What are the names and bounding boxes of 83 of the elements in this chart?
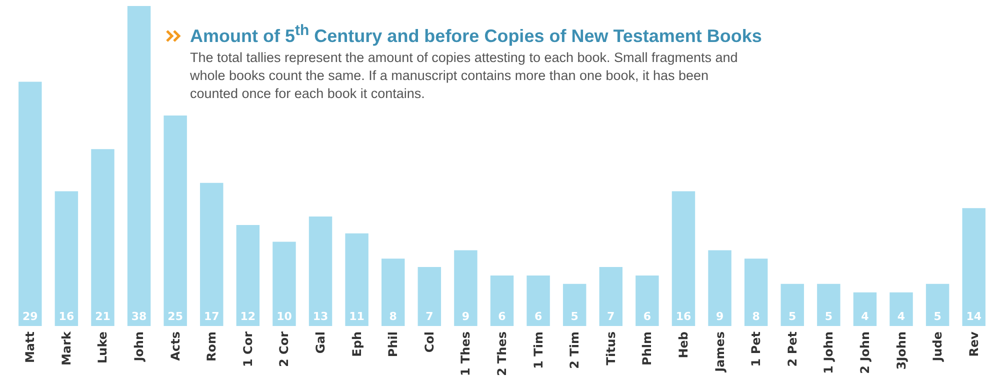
bar (962, 208, 986, 326)
bar (91, 149, 114, 326)
bar (54, 191, 78, 326)
x-tick-label: 2 Cor (277, 331, 292, 367)
x-tick-label: 1 John (822, 332, 836, 374)
data-label: 5 (824, 310, 832, 323)
x-tick-label: 2 Pet (785, 331, 800, 367)
x-tick-label: Luke (96, 332, 110, 364)
x-tick-label: 2 John (858, 332, 872, 374)
bar (418, 267, 442, 326)
data-label: 9 (716, 310, 724, 323)
data-label: 4 (861, 310, 870, 323)
data-label: 7 (607, 310, 615, 323)
bar (526, 275, 550, 326)
x-tick-label: Titus (604, 332, 618, 366)
data-label: 11 (349, 310, 364, 323)
data-label: 13 (312, 310, 328, 323)
data-label: 5 (570, 310, 578, 323)
data-label: 8 (389, 310, 397, 323)
text: Amount of 5$^{th}$ Century and before Copies of New Testament Books (190, 22, 762, 46)
data-label: 21 (95, 310, 110, 323)
data-label: 5 (788, 310, 796, 323)
x-tick-label: Jude (930, 332, 945, 362)
x-tick-label: Col (422, 332, 436, 353)
data-label: 4 (897, 310, 906, 323)
data-label: 7 (426, 310, 434, 323)
data-label: 6 (534, 310, 542, 323)
bar (18, 82, 42, 326)
x-tick-label: Acts (168, 332, 182, 361)
bar (454, 250, 478, 326)
data-label: 6 (498, 310, 506, 323)
x-tick-label: Mark (59, 330, 74, 366)
bar (890, 292, 913, 326)
bar (780, 284, 804, 326)
bar (744, 258, 768, 326)
bar (817, 284, 840, 326)
data-label: 9 (462, 310, 470, 323)
data-label: 14 (966, 310, 982, 323)
bar (490, 275, 514, 326)
bar (708, 250, 732, 326)
bar (381, 258, 405, 326)
x-tick-label: 1 Tim (531, 332, 546, 369)
data-label: 12 (240, 310, 256, 323)
text: The total tallies represent the amount of copies attesting to each book. Small fragments and whole books count the same. If a manuscript contains more than one book, it has been counted once for each book it contains. (190, 49, 739, 103)
x-tick-label: 1 Pet (749, 331, 764, 367)
bar (164, 115, 187, 326)
data-label: 16 (58, 310, 74, 323)
x-tick-label: Rom (204, 332, 219, 362)
x-tick-label: 3John (894, 332, 908, 370)
data-label: 25 (168, 310, 183, 323)
x-tick-label: Matt (23, 331, 38, 364)
data-label: 29 (22, 310, 38, 323)
bar (636, 275, 659, 326)
x-tick-label: Heb (676, 331, 690, 358)
x-tick-label: John (132, 332, 146, 362)
x-tick-label: 2 Thes (495, 332, 509, 376)
bar (236, 224, 260, 326)
bar (308, 216, 332, 326)
bar (200, 182, 224, 326)
data-label: 38 (131, 310, 147, 323)
bar (672, 191, 696, 326)
bar (853, 292, 877, 326)
data-label: 17 (204, 310, 220, 323)
bar (345, 233, 368, 326)
bar (127, 6, 151, 326)
bar (272, 242, 296, 326)
data-label: 8 (752, 310, 760, 323)
bar (599, 267, 623, 326)
x-tick-label: 1 Cor (240, 331, 255, 367)
data-label: 10 (276, 310, 292, 323)
bar (562, 284, 586, 326)
x-tick-label: 1 Thes (458, 332, 473, 376)
data-label: 6 (643, 310, 652, 323)
x-tick-label: Phil (386, 332, 400, 358)
x-tick-label: Gal (314, 332, 328, 354)
data-label: 5 (934, 310, 942, 323)
x-tick-label: 2 Tim (568, 332, 582, 369)
x-tick-label: James (712, 332, 727, 373)
bar (926, 284, 950, 326)
x-tick-label: Eph (350, 332, 364, 357)
data-label: 16 (676, 310, 692, 323)
x-tick-label: Rev (966, 331, 981, 357)
x-tick-label: Phlm (640, 332, 654, 366)
